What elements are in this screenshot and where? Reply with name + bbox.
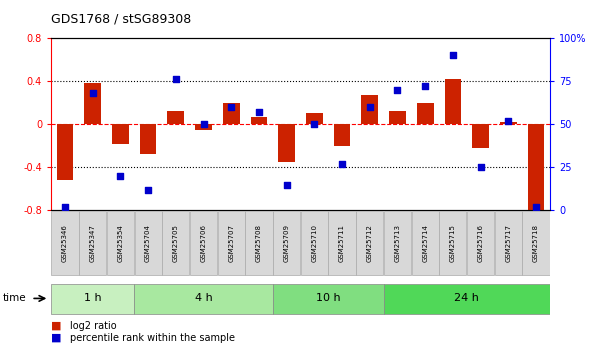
- Bar: [195, 124, 212, 130]
- FancyBboxPatch shape: [135, 211, 162, 275]
- FancyBboxPatch shape: [107, 211, 134, 275]
- Text: GSM25709: GSM25709: [284, 224, 290, 262]
- Point: [476, 165, 486, 170]
- Bar: [223, 103, 240, 124]
- Text: ■: ■: [51, 321, 61, 331]
- FancyBboxPatch shape: [245, 211, 272, 275]
- FancyBboxPatch shape: [300, 211, 328, 275]
- Text: percentile rank within the sample: percentile rank within the sample: [70, 333, 236, 343]
- Point: [199, 121, 209, 127]
- FancyBboxPatch shape: [273, 284, 383, 314]
- FancyBboxPatch shape: [522, 211, 550, 275]
- Point: [171, 77, 181, 82]
- Bar: [361, 95, 378, 124]
- Bar: [528, 124, 545, 210]
- Text: time: time: [3, 294, 26, 303]
- Point: [365, 104, 374, 110]
- Bar: [84, 83, 101, 124]
- FancyBboxPatch shape: [356, 211, 383, 275]
- FancyBboxPatch shape: [79, 211, 106, 275]
- FancyBboxPatch shape: [51, 211, 79, 275]
- Text: 1 h: 1 h: [84, 293, 102, 303]
- Bar: [334, 124, 350, 146]
- Point: [448, 52, 458, 58]
- FancyBboxPatch shape: [51, 284, 134, 314]
- Point: [531, 204, 541, 210]
- Point: [421, 83, 430, 89]
- Point: [282, 182, 291, 187]
- Point: [115, 173, 125, 179]
- Point: [88, 90, 97, 96]
- FancyBboxPatch shape: [218, 211, 245, 275]
- FancyBboxPatch shape: [134, 284, 273, 314]
- Text: log2 ratio: log2 ratio: [70, 321, 117, 331]
- Point: [337, 161, 347, 167]
- Bar: [140, 124, 156, 155]
- Text: GSM25704: GSM25704: [145, 224, 151, 262]
- FancyBboxPatch shape: [439, 211, 466, 275]
- Text: GSM25717: GSM25717: [505, 224, 511, 262]
- Text: ■: ■: [51, 333, 61, 343]
- Point: [143, 187, 153, 193]
- Text: GSM25714: GSM25714: [423, 224, 428, 262]
- Bar: [56, 124, 73, 180]
- Point: [60, 204, 70, 210]
- FancyBboxPatch shape: [329, 211, 356, 275]
- Point: [392, 87, 402, 92]
- Bar: [168, 111, 184, 124]
- Text: GSM25707: GSM25707: [228, 224, 234, 262]
- Text: GSM25713: GSM25713: [394, 224, 400, 262]
- Point: [504, 118, 513, 124]
- FancyBboxPatch shape: [190, 211, 217, 275]
- Text: 4 h: 4 h: [195, 293, 212, 303]
- Bar: [306, 114, 323, 124]
- Bar: [389, 111, 406, 124]
- Text: GSM25346: GSM25346: [62, 224, 68, 262]
- Bar: [112, 124, 129, 144]
- Text: GSM25716: GSM25716: [478, 224, 484, 262]
- Text: 24 h: 24 h: [454, 293, 479, 303]
- Point: [254, 109, 264, 115]
- FancyBboxPatch shape: [384, 211, 411, 275]
- FancyBboxPatch shape: [467, 211, 494, 275]
- Text: GSM25354: GSM25354: [117, 224, 123, 262]
- Text: GSM25347: GSM25347: [90, 224, 96, 262]
- Text: GSM25712: GSM25712: [367, 224, 373, 262]
- Point: [310, 121, 319, 127]
- Text: GSM25710: GSM25710: [311, 224, 317, 262]
- Bar: [417, 103, 433, 124]
- Text: GSM25708: GSM25708: [256, 224, 262, 262]
- Bar: [500, 122, 517, 124]
- Text: GDS1768 / stSG89308: GDS1768 / stSG89308: [51, 13, 191, 26]
- Text: GSM25715: GSM25715: [450, 224, 456, 262]
- FancyBboxPatch shape: [495, 211, 522, 275]
- Bar: [445, 79, 461, 124]
- Bar: [472, 124, 489, 148]
- Text: GSM25705: GSM25705: [173, 224, 178, 262]
- FancyBboxPatch shape: [383, 284, 550, 314]
- FancyBboxPatch shape: [273, 211, 300, 275]
- FancyBboxPatch shape: [162, 211, 189, 275]
- Text: GSM25711: GSM25711: [339, 224, 345, 262]
- Bar: [278, 124, 295, 162]
- FancyBboxPatch shape: [412, 211, 439, 275]
- Text: 10 h: 10 h: [316, 293, 341, 303]
- Text: GSM25706: GSM25706: [201, 224, 207, 262]
- Bar: [251, 117, 267, 124]
- Text: GSM25718: GSM25718: [533, 224, 539, 262]
- Point: [227, 104, 236, 110]
